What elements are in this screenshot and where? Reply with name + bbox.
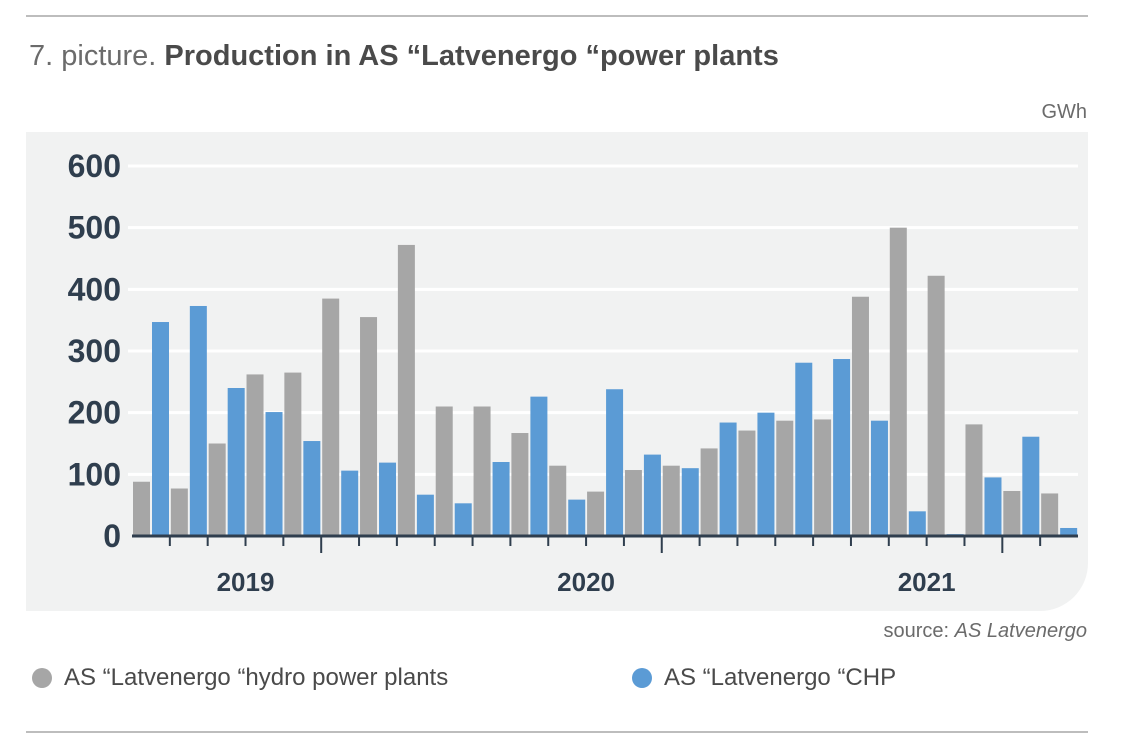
bar-chp [1022,436,1040,536]
bar-hydro [360,317,378,536]
bar-hydro [889,227,907,536]
y-tick-label: 100 [68,456,121,492]
bar-chp [643,454,661,536]
bar-hydro [473,406,491,536]
bar-chp [227,388,245,536]
bar-hydro [322,298,340,536]
bar-chp [303,441,321,536]
legend-dot-hydro [32,668,52,688]
bar-chp [795,362,813,536]
bar-chp [492,462,510,536]
top-rule [26,15,1088,17]
bar-chp [984,477,1002,536]
source-label: source: [883,620,950,642]
bar-hydro [851,296,869,536]
bar-hydro [435,406,453,536]
bar-hydro [397,244,415,536]
bar-chp [152,322,169,536]
bar-chp [1060,527,1078,536]
bar-hydro [549,465,567,536]
y-tick-label: 500 [68,210,121,246]
bar-chp [908,511,926,536]
title-main: Production in AS “Latvenergo “power plan… [164,40,779,72]
year-label: 2019 [217,567,275,597]
bar-chp [379,462,397,536]
bar-chp [833,359,851,536]
y-tick-labels: 0 100 200 300 400 500 600 [68,148,121,554]
bar-hydro [776,420,794,536]
bar-chp [454,503,472,536]
bar-chp [265,412,283,536]
bar-chp [757,412,775,536]
bar-hydro [208,443,226,536]
bar-hydro [587,491,605,536]
bar-hydro [927,275,945,536]
legend-item-chp: AS “Latvenergo “CHP [632,664,896,692]
chart-title: 7. picture. Production in AS “Latvenergo… [29,40,779,73]
x-axis [132,534,1078,553]
legend-label-hydro: AS “Latvenergo “hydro power plants [64,664,449,691]
bar-hydro [1041,493,1059,536]
year-label: 2021 [898,567,956,597]
bar-hydro [284,372,302,536]
source-name: AS Latvenergo [954,620,1087,642]
year-labels: 2019 2020 2021 [217,567,956,597]
bar-hydro [662,465,680,536]
bar-hydro [624,470,642,536]
bar-chp [719,422,737,536]
title-prefix: 7. picture. [29,40,157,72]
bar-chp [870,420,888,536]
bar-hydro [814,419,832,536]
bar-chp [189,305,207,536]
legend-label-chp: AS “Latvenergo “CHP [664,664,897,691]
y-tick-label: 300 [68,333,121,369]
bar-chp [606,389,624,536]
bar-chp [530,396,548,536]
bar-hydro [133,481,150,536]
y-tick-label: 600 [68,148,121,184]
bars [133,227,1078,536]
legend-item-hydro: AS “Latvenergo “hydro power plants [32,664,448,692]
bar-hydro [700,448,718,536]
bar-chp [416,494,434,536]
bottom-rule [26,731,1088,733]
bar-hydro [965,424,983,536]
bar-chp [681,468,699,536]
year-label: 2020 [557,567,615,597]
y-tick-label: 0 [103,518,121,554]
bar-chp [568,499,586,536]
bar-hydro [170,488,188,536]
legend-dot-chp [632,668,652,688]
y-tick-label: 400 [68,271,121,307]
y-tick-label: 200 [68,395,121,431]
source-note: source: AS Latvenergo [884,620,1087,643]
bar-hydro [511,433,529,536]
bar-hydro [246,374,264,536]
bar-hydro [738,430,756,536]
bar-hydro [1003,490,1021,536]
unit-label: GWh [1041,101,1087,123]
bar-chp [341,470,359,536]
